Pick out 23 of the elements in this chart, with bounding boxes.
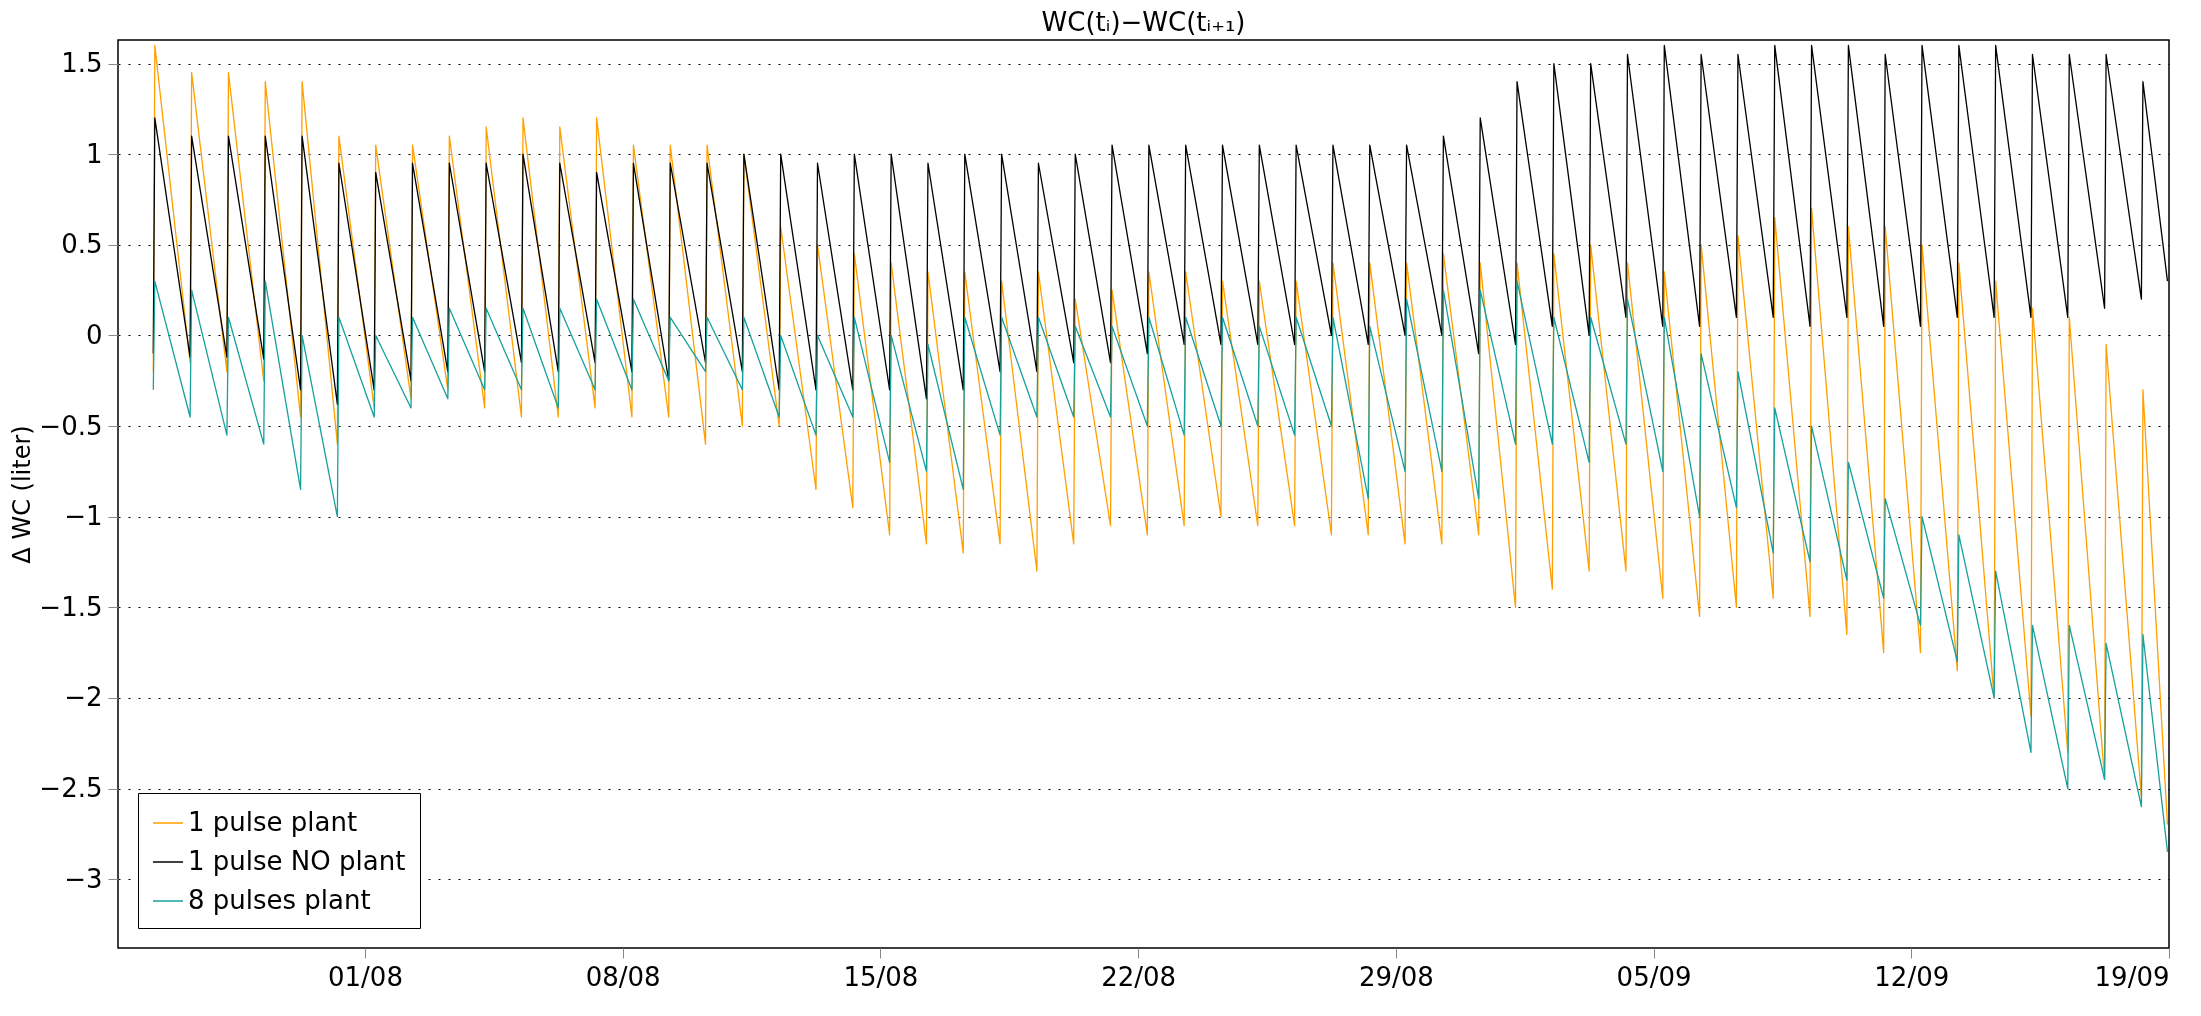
y-tick-label: 0.5: [61, 229, 103, 260]
x-tick-label: 01/08: [328, 961, 403, 992]
x-tick-label: 05/09: [1616, 961, 1692, 992]
y-tick-label: 1.5: [61, 48, 103, 79]
y-tick-label: −1: [64, 501, 103, 532]
x-tick-label: 22/08: [1101, 961, 1177, 992]
chart-title: WC(tᵢ)−WC(tᵢ₊₁): [1041, 7, 1246, 37]
legend-label: 1 pulse plant: [188, 807, 358, 837]
legend-label: 8 pulses plant: [188, 885, 371, 915]
y-tick-label: −2.5: [39, 773, 103, 804]
y-tick-label: 0: [85, 319, 103, 350]
y-tick-label: −1.5: [39, 591, 103, 622]
legend-label: 1 pulse NO plant: [188, 846, 406, 876]
y-tick-label: −2: [64, 682, 103, 713]
x-tick-label: 19/09: [2094, 961, 2170, 992]
x-tick-label: 29/08: [1358, 961, 1434, 992]
y-axis-title: Δ WC (liter): [8, 425, 37, 564]
x-tick-label: 12/09: [1874, 961, 1950, 992]
y-tick-label: −3: [64, 863, 103, 894]
x-tick-label: 15/08: [843, 961, 919, 992]
y-tick-label: 1: [85, 138, 103, 169]
y-tick-label: −0.5: [39, 410, 103, 441]
x-tick-label: 08/08: [585, 961, 661, 992]
